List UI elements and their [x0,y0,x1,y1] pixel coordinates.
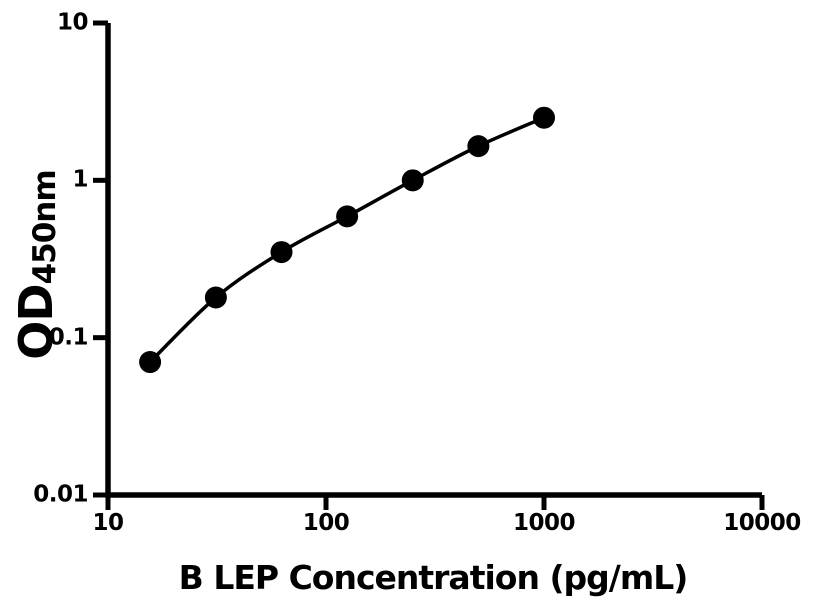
y-tick-label: 0.1 [48,324,89,351]
x-tick-label: 10000 [723,510,801,536]
x-tick-label: 1000 [512,510,576,536]
data-point [467,135,490,158]
data-point [336,205,359,228]
y-tick-label: 1 [72,166,88,193]
data-point [533,106,555,129]
y-tick-label: 10 [56,9,89,36]
x-tick-label: 10 [92,510,124,536]
x-tick-label: 100 [302,510,350,536]
x-axis-title: B LEP Concentration (pg/mL) [178,558,689,597]
data-point [401,169,424,192]
y-axis-title-main: OD [9,284,63,360]
data-point [204,286,227,309]
data-point [270,241,293,264]
y-axis-title-subscript: 450nm [27,170,63,285]
axis-spines [105,23,762,498]
y-tick-label: 0.01 [33,481,88,508]
y-axis-title: OD450nm [9,170,63,359]
data-point [139,351,162,374]
